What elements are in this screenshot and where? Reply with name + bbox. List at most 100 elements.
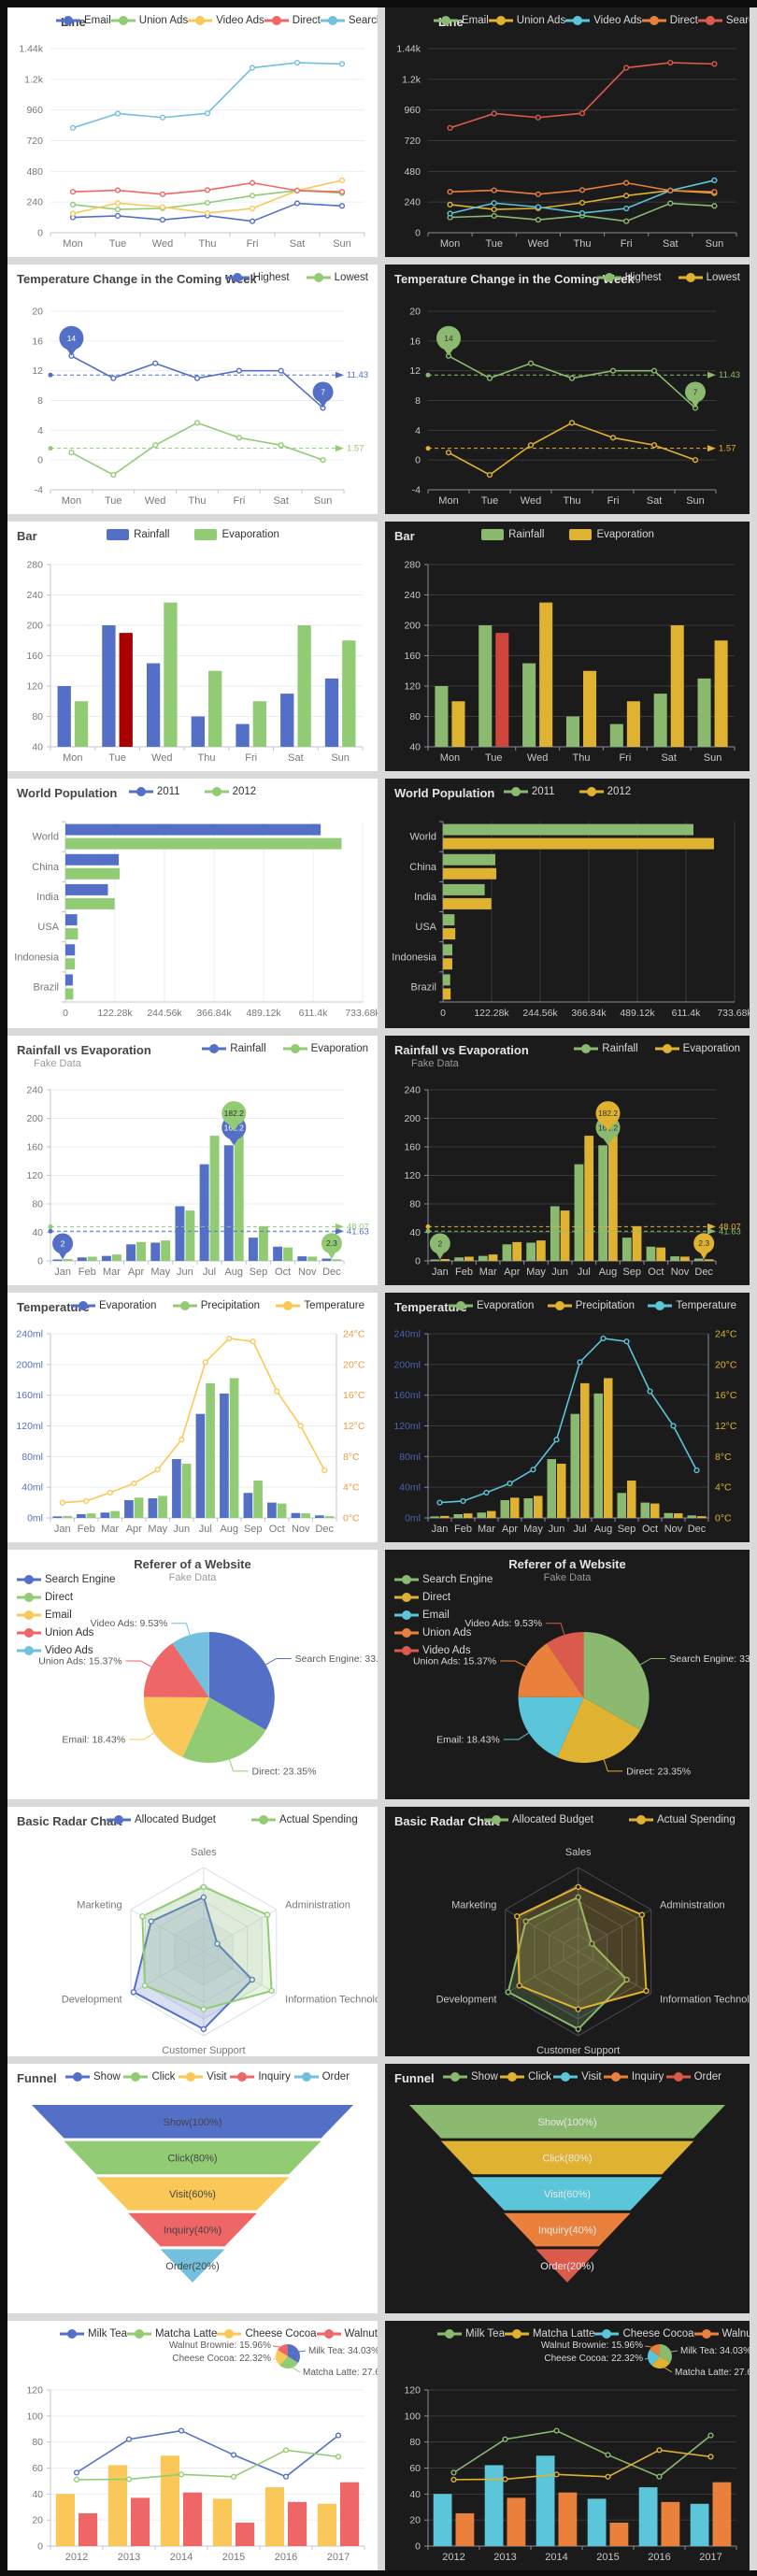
radar-axis-label: Administration xyxy=(660,1900,725,1911)
markline-value: 48.07 xyxy=(719,1222,741,1232)
legend-item-search-engine[interactable]: Search Engine xyxy=(394,1574,493,1585)
legend-item-matcha-latte[interactable]: Matcha Latte xyxy=(504,2328,594,2340)
bar xyxy=(656,1247,666,1261)
legend-item-lowest[interactable]: Lowest xyxy=(306,272,368,283)
legend-item-lowest[interactable]: Lowest xyxy=(678,272,740,283)
legend-item-video-ads[interactable]: Video Ads xyxy=(188,15,264,26)
bar xyxy=(148,1497,158,1518)
legend-item-2012[interactable]: 2012 xyxy=(578,786,631,797)
legend-item-cheese-cocoa[interactable]: Cheese Cocoa xyxy=(217,2328,317,2340)
legend-item-email[interactable]: Email xyxy=(17,1610,72,1621)
legend-item-walnut-brownie[interactable]: Walnut Brownie xyxy=(316,2328,378,2340)
legend-item-rainfall[interactable]: Rainfall xyxy=(480,529,544,540)
axes: -4 0 4 8 12 16 20 Mon Tue Wed Thu Fri Sat Sun xyxy=(32,307,345,507)
line-symbol xyxy=(193,420,201,426)
y-tick-label: 160ml xyxy=(16,1390,43,1401)
legend-item-rainfall[interactable]: Rainfall xyxy=(574,1043,638,1054)
legend-item-email[interactable]: Email xyxy=(434,15,489,26)
legend-item-video-ads[interactable]: Video Ads xyxy=(565,15,642,26)
bar xyxy=(522,663,536,747)
bar xyxy=(65,958,76,970)
legend-item-temperature[interactable]: Temperature xyxy=(276,1300,364,1311)
y-tick-label: 240 xyxy=(26,197,43,208)
legend-item-click[interactable]: Click xyxy=(499,2071,551,2082)
legend-label: Union Ads xyxy=(138,15,189,26)
bar xyxy=(550,1206,560,1261)
legend-item-matcha-latte[interactable]: Matcha Latte xyxy=(126,2328,217,2340)
line-symbol xyxy=(553,2471,560,2478)
line-symbol xyxy=(131,1480,137,1487)
rainfall-legend-marker-icon xyxy=(202,1044,227,1053)
legend-item-show[interactable]: Show xyxy=(65,2071,121,2082)
legend-item-video-ads[interactable]: Video Ads xyxy=(17,1645,93,1656)
legend-item-highest[interactable]: Highest xyxy=(224,272,290,283)
walnut-brownie-legend-marker-icon xyxy=(316,2329,341,2339)
legend-label: Union Ads xyxy=(45,1627,94,1639)
legend-item-video-ads[interactable]: Video Ads xyxy=(394,1645,471,1656)
legend-item-email[interactable]: Email xyxy=(56,15,111,26)
legend-item-evaporation[interactable]: Evaporation xyxy=(449,1300,534,1311)
legend-item-search-engine[interactable]: Search Engine xyxy=(697,15,750,26)
y2-tick-label: 24°C xyxy=(715,1329,737,1340)
legend-item-union-ads[interactable]: Union Ads xyxy=(110,15,189,26)
legend-item-precipitation[interactable]: Precipitation xyxy=(172,1300,260,1311)
radar-symbol xyxy=(575,1894,581,1901)
legend-item-cheese-cocoa[interactable]: Cheese Cocoa xyxy=(594,2328,694,2340)
legend-label: Visit xyxy=(207,2071,227,2082)
legend-item-order[interactable]: Order xyxy=(293,2071,350,2082)
legend-item-show[interactable]: Show xyxy=(443,2071,498,2082)
legend-item-allocated-budget[interactable]: Allocated Budget xyxy=(107,1814,216,1825)
legend-item-rainfall[interactable]: Rainfall xyxy=(106,529,169,540)
bar xyxy=(297,625,311,747)
legend-item-walnut-brownie[interactable]: Walnut Brownie xyxy=(693,2328,750,2340)
legend-item-rainfall[interactable]: Rainfall xyxy=(202,1043,266,1054)
legend-item-email[interactable]: Email xyxy=(394,1610,450,1621)
x-tick-label: Mar xyxy=(478,1524,495,1535)
bar xyxy=(65,988,74,1000)
legend-item-search-engine[interactable]: Search Engine xyxy=(320,15,378,26)
line-symbol xyxy=(293,200,301,207)
legend-item-visit[interactable]: Visit xyxy=(553,2071,602,2082)
legend-item-actual-spending[interactable]: Actual Spending xyxy=(628,1814,736,1825)
legend-item-direct[interactable]: Direct xyxy=(264,15,321,26)
radar-axis-label: Information Technology xyxy=(285,1994,378,2005)
legend-item-milk-tea[interactable]: Milk Tea xyxy=(437,2328,505,2340)
legend-item-evaporation[interactable]: Evaporation xyxy=(282,1043,368,1054)
legend-item-visit[interactable]: Visit xyxy=(179,2071,227,2082)
legend-item-actual-spending[interactable]: Actual Spending xyxy=(250,1814,358,1825)
legend-item-inquiry[interactable]: Inquiry xyxy=(230,2071,291,2082)
legend-item-temperature[interactable]: Temperature xyxy=(648,1300,736,1311)
legend-item-click[interactable]: Click xyxy=(123,2071,175,2082)
legend-item-precipitation[interactable]: Precipitation xyxy=(547,1300,635,1311)
legend-item-direct[interactable]: Direct xyxy=(394,1592,450,1603)
x-tick-label: Sat xyxy=(663,238,678,250)
category-label: World xyxy=(409,832,436,843)
legend-item-inquiry[interactable]: Inquiry xyxy=(603,2071,664,2082)
legend-item-direct[interactable]: Direct xyxy=(641,15,698,26)
legend-item-evaporation[interactable]: Evaporation xyxy=(654,1043,740,1054)
legend-item-evaporation[interactable]: Evaporation xyxy=(193,529,279,540)
legend-item-allocated-budget[interactable]: Allocated Budget xyxy=(484,1814,593,1825)
legend-item-highest[interactable]: Highest xyxy=(596,272,662,283)
y-tick-label: 120ml xyxy=(16,1421,43,1432)
line-symbol xyxy=(204,110,211,117)
actual-spending-legend-marker-icon xyxy=(628,1815,653,1825)
legend-item-2012[interactable]: 2012 xyxy=(204,786,256,797)
line-symbol xyxy=(447,124,453,131)
legend-item-2011[interactable]: 2011 xyxy=(128,786,180,797)
legend-item-order[interactable]: Order xyxy=(665,2071,721,2082)
legend-item-2011[interactable]: 2011 xyxy=(503,786,555,797)
legend-item-union-ads[interactable]: Union Ads xyxy=(394,1627,471,1639)
legend-item-search-engine[interactable]: Search Engine xyxy=(17,1574,115,1585)
legend-item-union-ads[interactable]: Union Ads xyxy=(488,15,565,26)
legend-item-evaporation[interactable]: Evaporation xyxy=(71,1300,156,1311)
bar xyxy=(443,837,714,850)
legend-item-milk-tea[interactable]: Milk Tea xyxy=(60,2328,127,2340)
chart-canvas-week-dark: -4 0 4 8 12 16 20 Mon Tue Wed Thu Fri Sat Sun 11.43 14 7… xyxy=(409,307,740,508)
y-tick-label: 200ml xyxy=(16,1359,43,1370)
series-bars-walnut-brownie xyxy=(455,2482,732,2546)
chart-canvas-funnel-light: Show(100%) Click(80%) Visit(60%) Inquiry(40… xyxy=(32,2105,353,2283)
legend-item-direct[interactable]: Direct xyxy=(17,1592,73,1603)
legend-item-evaporation[interactable]: Evaporation xyxy=(568,529,654,540)
legend-item-union-ads[interactable]: Union Ads xyxy=(17,1627,93,1639)
